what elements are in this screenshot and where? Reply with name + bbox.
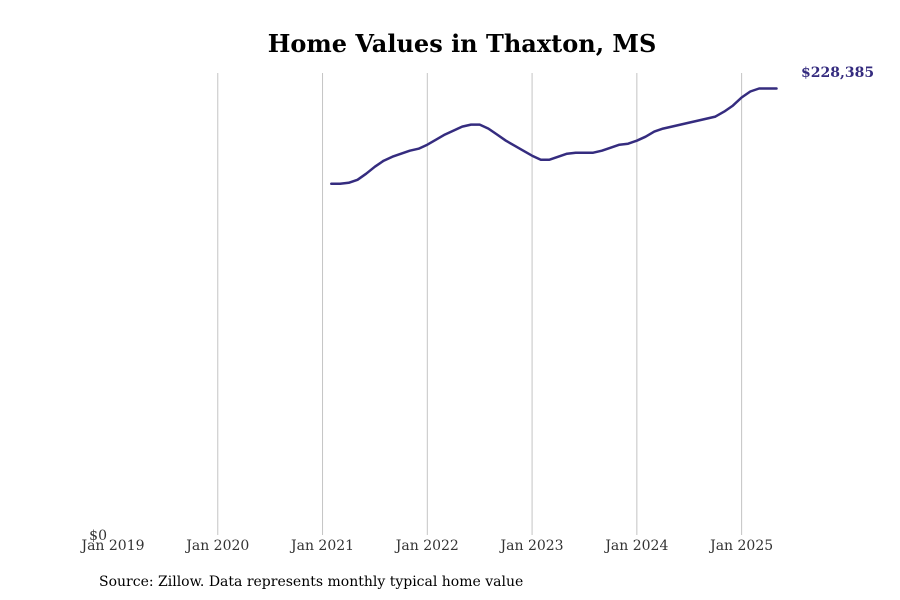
end-value-label: $228,385 (801, 65, 874, 81)
source-note: Source: Zillow. Data represents monthly … (99, 574, 524, 590)
x-tick-label-2022: Jan 2022 (394, 538, 459, 554)
x-tick-label-2023: Jan 2023 (499, 538, 564, 554)
series-line-home-value (330, 87, 778, 186)
x-tick-label-2020: Jan 2020 (184, 538, 249, 554)
gridlines (217, 73, 743, 535)
x-axis-ticks: Jan 2019 Jan 2020 Jan 2021 Jan 2022 Jan 2023… (79, 538, 773, 554)
y-tick-label-zero: $0 (89, 528, 107, 544)
x-tick-label-2019: Jan 2019 (79, 538, 144, 554)
x-tick-label-2024: Jan 2024 (603, 538, 668, 554)
x-tick-label-2021: Jan 2021 (289, 538, 354, 554)
chart-title: Home Values in Thaxton, MS (268, 29, 657, 58)
x-tick-label-2025: Jan 2025 (708, 538, 773, 554)
